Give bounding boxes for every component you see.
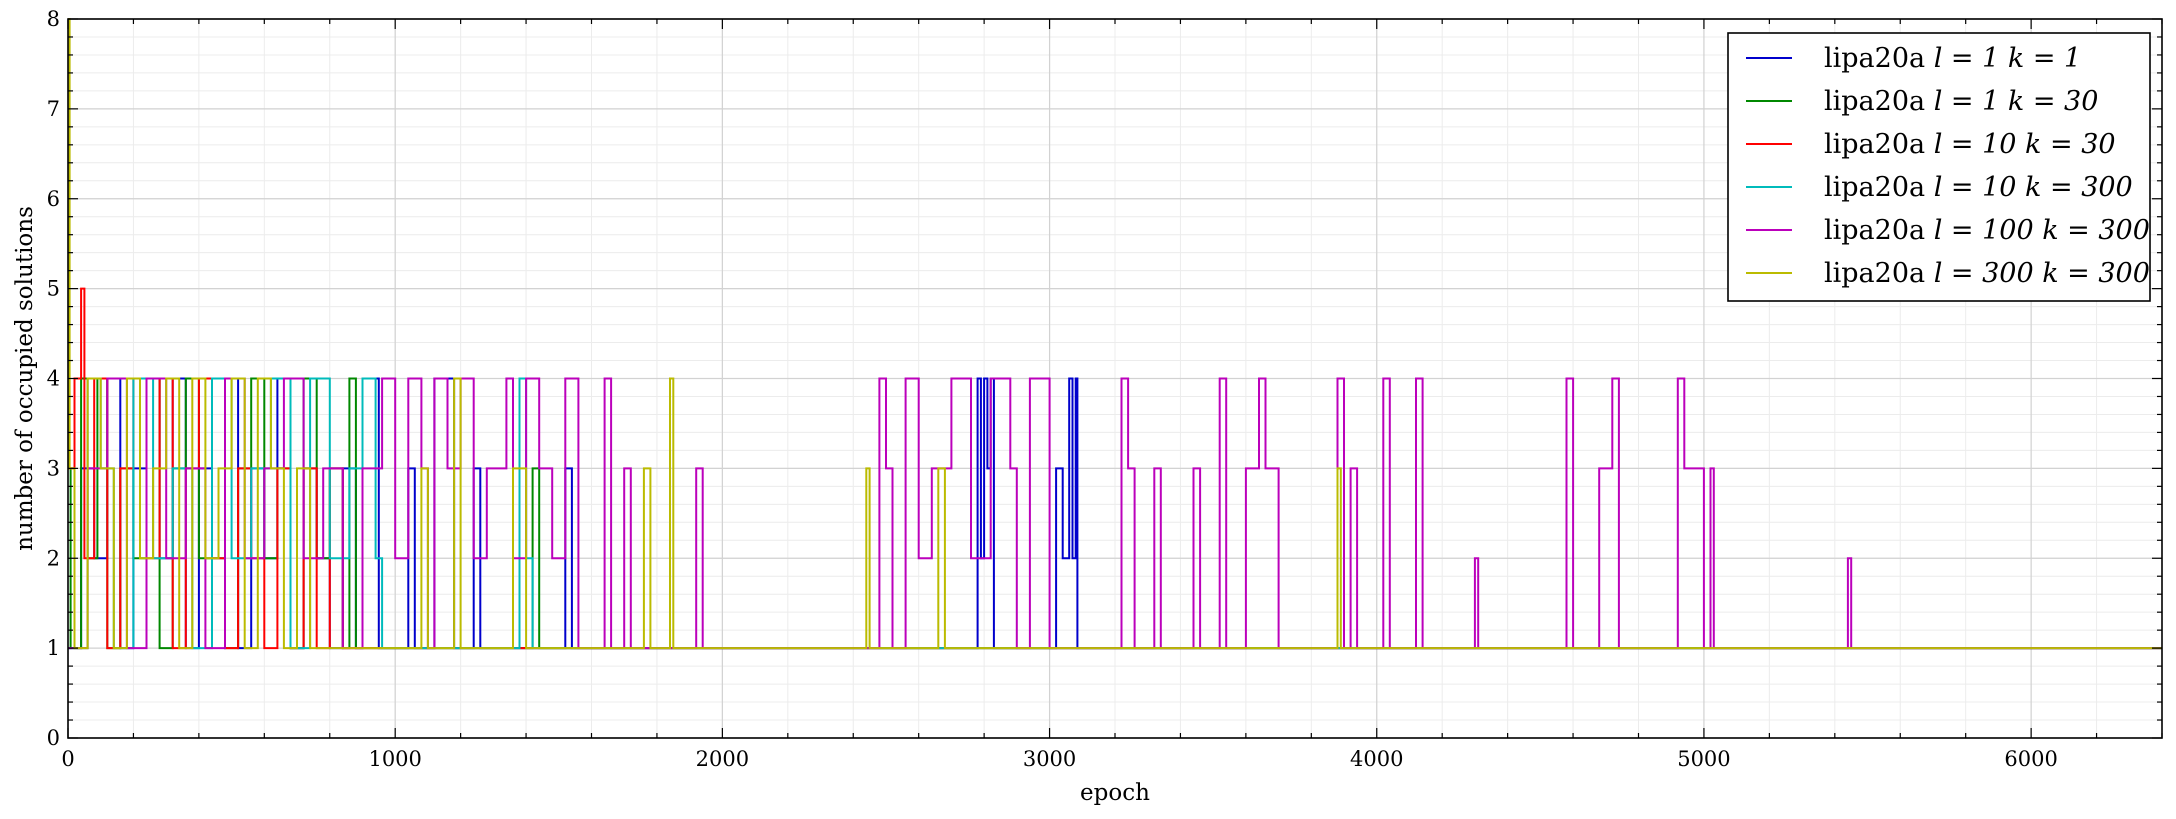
y-tick-label: 8 — [47, 7, 60, 31]
legend-label: lipa20a l = 1 k = 30 — [1824, 86, 2098, 117]
y-tick-label: 5 — [47, 277, 60, 301]
series-line-6 — [68, 18, 2162, 650]
x-tick-label: 0 — [61, 747, 74, 771]
y-tick-label: 0 — [47, 726, 60, 750]
x-tick-labels: 0 1000 2000 3000 4000 5000 6000 — [61, 747, 2058, 771]
x-tick-label: 5000 — [1677, 747, 1730, 771]
y-tick-label: 1 — [47, 636, 60, 660]
legend-item-2: lipa20a l = 1 k = 30 — [1746, 86, 2098, 117]
legend-item-1: lipa20a l = 1 k = 1 — [1746, 43, 2081, 74]
legend-item-5: lipa20a l = 100 k = 300 — [1746, 215, 2150, 246]
x-tick-label: 1000 — [368, 747, 421, 771]
x-tick-label: 3000 — [1023, 747, 1076, 771]
legend-label: lipa20a l = 1 k = 1 — [1824, 43, 2081, 74]
y-tick-label: 3 — [47, 456, 60, 480]
y-tick-label: 4 — [47, 367, 60, 391]
axis-ticks — [67, 18, 2163, 739]
legend-series-name: lipa20a — [1824, 215, 1934, 246]
x-tick-label: 6000 — [2004, 747, 2057, 771]
legend-series-name: lipa20a — [1824, 86, 1934, 117]
y-tick-labels: 0 1 2 3 4 5 6 7 8 — [47, 7, 60, 750]
y-tick-label: 6 — [47, 187, 60, 211]
legend-series-name: lipa20a — [1824, 129, 1934, 160]
series-lines — [68, 18, 2162, 650]
legend-label: lipa20a l = 10 k = 30 — [1824, 129, 2116, 160]
series-line-3 — [68, 287, 2162, 650]
y-tick-label: 7 — [47, 97, 60, 121]
legend-item-6: lipa20a l = 300 k = 300 — [1746, 258, 2150, 289]
legend-box — [1727, 32, 2151, 302]
legend-label: lipa20a l = 100 k = 300 — [1824, 215, 2150, 246]
legend-item-3: lipa20a l = 10 k = 30 — [1746, 129, 2116, 160]
legend-series-params: l = 1 k = 30 — [1934, 86, 2099, 117]
x-tick-label: 4000 — [1350, 747, 1403, 771]
legend-label: lipa20a l = 300 k = 300 — [1824, 258, 2150, 289]
legend-series-name: lipa20a — [1824, 258, 1934, 289]
y-tick-label: 2 — [47, 546, 60, 570]
legend-series-params: l = 10 k = 30 — [1934, 129, 2116, 160]
legend-series-params: l = 1 k = 1 — [1934, 43, 2082, 74]
x-axis-label: epoch — [1080, 780, 1150, 806]
legend-series-params: l = 10 k = 300 — [1934, 172, 2133, 203]
y-axis-label: number of occupied solutions — [12, 206, 38, 551]
legend-series-params: l = 100 k = 300 — [1934, 215, 2150, 246]
legend-item-4: lipa20a l = 10 k = 300 — [1746, 172, 2133, 203]
legend-series-params: l = 300 k = 300 — [1934, 258, 2150, 289]
legend-series-name: lipa20a — [1824, 172, 1934, 203]
legend-label: lipa20a l = 10 k = 300 — [1824, 172, 2133, 203]
x-tick-label: 2000 — [696, 747, 749, 771]
legend-series-name: lipa20a — [1824, 43, 1934, 74]
